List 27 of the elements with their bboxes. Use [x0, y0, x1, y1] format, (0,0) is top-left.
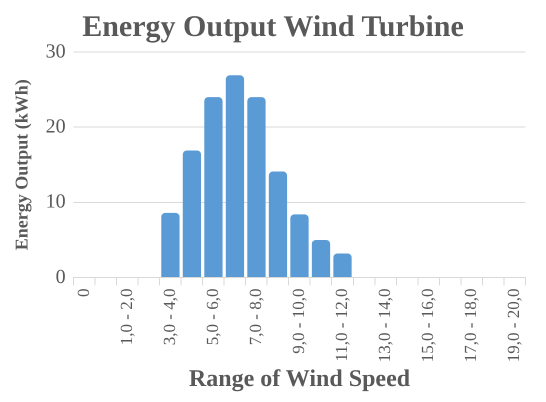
bar [204, 97, 223, 278]
y-tick-label: 0 [56, 266, 66, 288]
x-tick-label: 19,0 - 20,0 [504, 288, 524, 362]
y-axis-title: Energy Output (kWh) [11, 79, 32, 250]
x-tick-label: 0 [74, 288, 93, 298]
bar [161, 212, 180, 278]
x-tick-label: 15,0 - 16,0 [418, 288, 438, 362]
y-tick-label: 10 [46, 190, 66, 213]
bar [226, 75, 244, 278]
x-tick-label: 9,0 - 10,0 [288, 288, 308, 354]
bar [333, 253, 352, 278]
chart-title: Energy Output Wind Turbine [82, 10, 464, 43]
x-axis-title: Range of Wind Speed [188, 366, 411, 392]
x-tick-label: 1,0 - 2,0 [116, 288, 136, 346]
x-tick-label: 5,0 - 6,0 [202, 288, 222, 346]
x-tick-label: 3,0 - 4,0 [160, 288, 179, 346]
bar [247, 97, 266, 278]
x-tick-label: 7,0 - 8,0 [246, 288, 265, 346]
bar [312, 240, 330, 278]
x-tick-label: 11,0 - 12,0 [332, 288, 351, 362]
x-tick-label: 13,0 - 14,0 [374, 288, 394, 362]
x-tick-label: 17,0 - 18,0 [461, 288, 480, 362]
bar [290, 214, 309, 278]
bar [182, 150, 202, 278]
y-tick-label: 20 [46, 115, 66, 138]
y-tick-label: 30 [46, 40, 66, 62]
bar [268, 172, 288, 278]
